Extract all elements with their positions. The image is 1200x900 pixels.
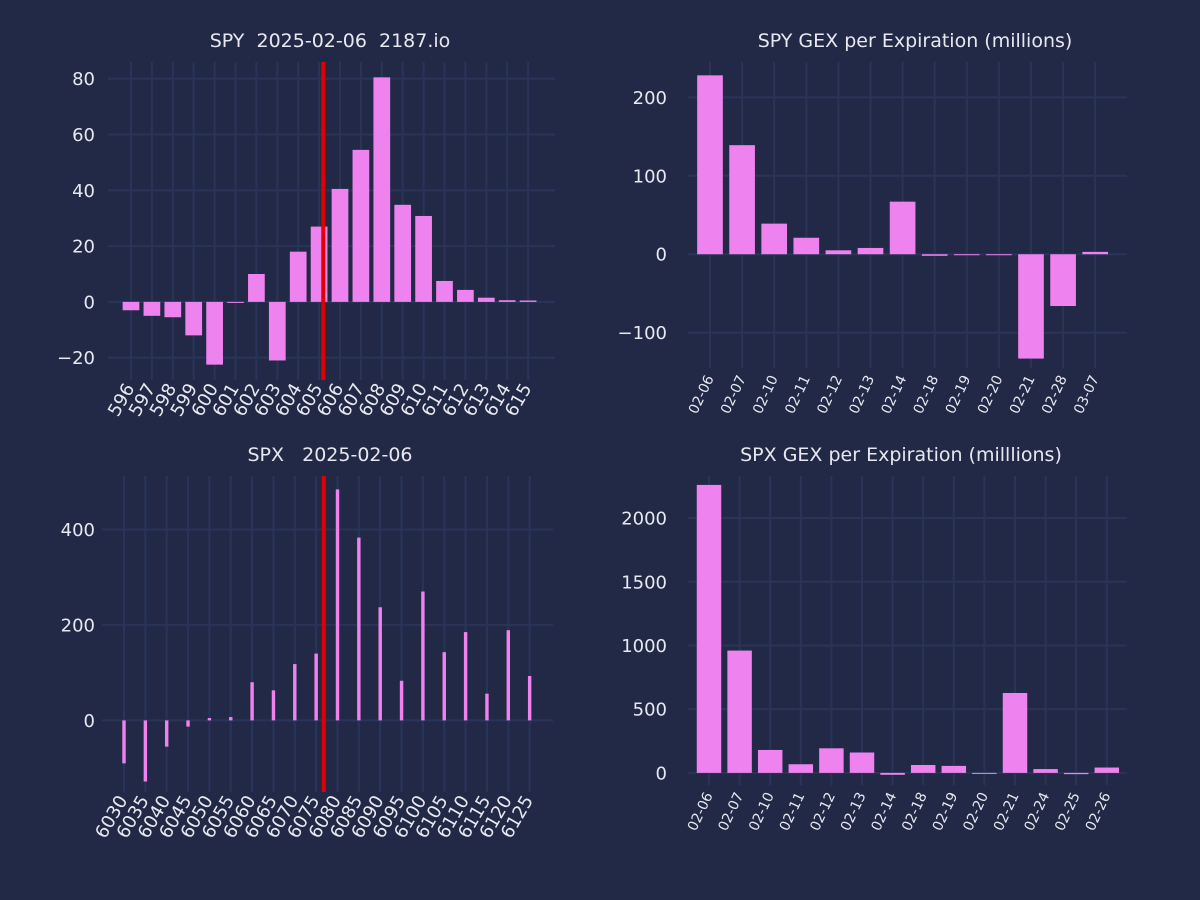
bar	[463, 632, 468, 721]
bar	[880, 772, 905, 775]
bar	[122, 301, 140, 311]
bar	[399, 680, 404, 721]
bar	[953, 254, 980, 256]
bar	[941, 765, 967, 773]
bar	[442, 652, 446, 721]
bar	[122, 720, 126, 764]
bar	[506, 630, 511, 721]
bar	[788, 764, 814, 773]
y-tick-label: 0	[656, 245, 667, 266]
bar	[1002, 693, 1028, 773]
bar	[485, 693, 489, 721]
y-tick-label: 40	[72, 181, 95, 202]
chart-title: SPY 2025-02-06 2187.io	[210, 30, 451, 52]
bar	[164, 720, 169, 747]
chart-title: SPX GEX per Expiration (milllions)	[740, 444, 1062, 466]
bar	[696, 484, 722, 773]
bar	[415, 215, 432, 302]
chart-title: SPY GEX per Expiration (millions)	[758, 30, 1073, 52]
bar	[143, 301, 161, 316]
bar	[421, 591, 425, 721]
bar	[1018, 254, 1044, 359]
y-tick-label: 400	[61, 520, 95, 541]
y-tick-label: 0	[656, 763, 667, 784]
bar	[357, 537, 361, 721]
bar	[757, 749, 783, 773]
bar	[1082, 251, 1109, 255]
bar	[378, 607, 382, 721]
bar	[352, 149, 370, 302]
bar	[849, 752, 875, 773]
bar	[268, 301, 286, 361]
bar	[186, 720, 190, 727]
bar	[227, 301, 244, 303]
y-tick-label: 0	[84, 711, 95, 732]
bar	[373, 77, 391, 302]
y-tick-label: 1000	[621, 636, 667, 657]
bar	[889, 201, 916, 255]
bar	[825, 250, 852, 255]
bar	[761, 223, 788, 255]
bar	[289, 251, 307, 302]
bar	[164, 301, 182, 318]
y-tick-label: 2000	[621, 509, 667, 530]
y-tick-label: 20	[72, 237, 95, 258]
bar	[185, 301, 203, 336]
y-tick-label: −20	[57, 348, 95, 369]
bar	[972, 772, 997, 774]
bar	[271, 690, 276, 721]
bar	[394, 204, 412, 302]
bar	[457, 289, 474, 302]
bar	[248, 274, 265, 302]
bar	[436, 280, 453, 302]
bar	[527, 676, 532, 721]
bar	[910, 764, 936, 773]
bar	[477, 297, 495, 302]
y-tick-label: 1500	[621, 572, 667, 593]
chart-title: SPX 2025-02-06	[247, 444, 412, 466]
bar	[293, 664, 297, 721]
bar	[498, 300, 516, 302]
bar	[250, 682, 254, 721]
y-tick-label: 80	[72, 69, 95, 90]
y-tick-label: −100	[618, 323, 667, 344]
bar	[1050, 254, 1076, 307]
y-tick-label: 0	[84, 292, 95, 313]
bar	[519, 300, 537, 302]
bar	[207, 718, 212, 721]
y-tick-label: 200	[61, 615, 95, 636]
bar	[1094, 767, 1120, 773]
bar	[697, 75, 723, 255]
y-tick-label: 100	[633, 166, 667, 187]
bar	[335, 489, 340, 721]
bar	[986, 254, 1012, 256]
bar	[314, 653, 318, 721]
y-tick-label: 60	[72, 125, 95, 146]
bar	[1063, 772, 1089, 775]
bar	[1033, 769, 1058, 773]
bar	[143, 720, 148, 782]
bar	[857, 247, 884, 255]
y-tick-label: 200	[633, 88, 667, 109]
bar	[229, 717, 233, 721]
bar	[727, 650, 752, 773]
bar	[331, 188, 349, 302]
bar	[819, 748, 844, 773]
bar	[206, 301, 223, 365]
bar	[729, 145, 755, 255]
bar	[793, 237, 820, 255]
bar	[921, 254, 948, 256]
y-tick-label: 500	[633, 700, 667, 721]
